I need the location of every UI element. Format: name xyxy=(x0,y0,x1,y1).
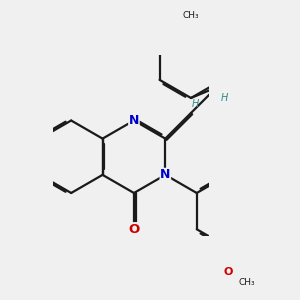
Text: H: H xyxy=(221,92,228,103)
Text: CH₃: CH₃ xyxy=(183,11,199,20)
Text: CH₃: CH₃ xyxy=(239,278,256,287)
Text: N: N xyxy=(129,114,139,127)
Text: O: O xyxy=(128,223,140,236)
Text: H: H xyxy=(192,99,199,109)
Text: N: N xyxy=(160,168,170,182)
Text: O: O xyxy=(224,267,233,277)
